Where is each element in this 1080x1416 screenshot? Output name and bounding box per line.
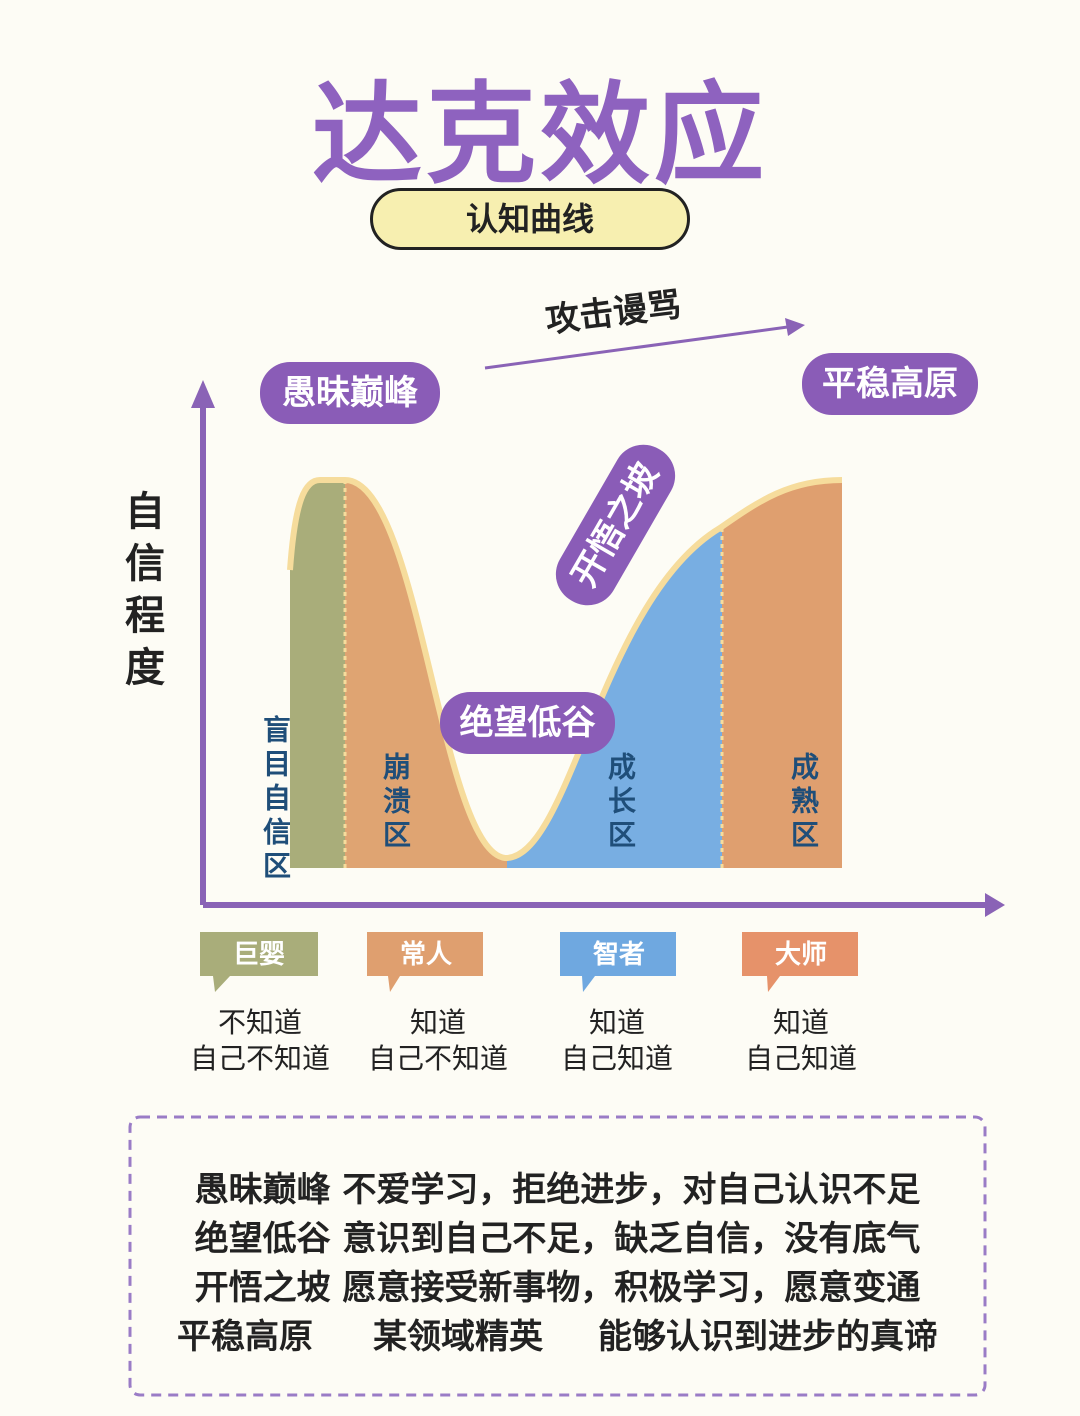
role-desc: 知道 自己知道 [701,1005,901,1077]
axes [200,395,1000,908]
role-desc: 不知道 自己不知道 [160,1005,360,1077]
y-axis-label: 自信程度 [118,490,164,698]
zone-label: 盲目自信区 [259,715,292,885]
zone-label: 成长区 [604,752,637,854]
note-row: 平稳高原 某领域精英 能够认识到进步的真谛 [130,1309,985,1358]
desc-line: 知道 [409,1006,466,1039]
note-term: 开悟之坡 [194,1268,331,1308]
role-tag: 智者 [592,940,645,970]
note-text: 意识到自己不足，缺乏自信，没有底气 [342,1219,921,1259]
arrow-head [785,318,805,336]
zone-fill [290,480,345,868]
role-desc: 知道 自己不知道 [338,1005,538,1077]
desc-line: 自己不知道 [189,1042,330,1075]
arrow-line [484,324,796,370]
zone-fill [722,480,842,868]
note-row: 愚昧巅峰 不爱学习，拒绝进步，对自己认识不足 [130,1162,985,1211]
tag-shape [367,932,483,992]
tag-shape [200,932,318,992]
curve [287,477,843,862]
axis-arrow [985,893,1005,917]
subtitle: 认知曲线 [370,188,690,250]
stage-label: 平稳高原 [802,353,978,415]
note-text: 愿意接受新事物，积极学习，愿意变通 [342,1268,921,1308]
title: 达克效应 [312,71,768,199]
note-term: 平稳高原 [177,1317,313,1357]
desc-line: 自己知道 [560,1042,673,1075]
stage-label: 愚昧巅峰 [260,362,440,424]
role-tag: 大师 [774,940,827,970]
role-tag: 常人 [399,940,452,970]
note-term: 愚昧巅峰 [194,1170,331,1210]
note-text: 能够认识到进步的真谛 [598,1317,938,1357]
stage-label: 绝望低谷 [440,692,615,754]
notes-box [128,1115,987,1397]
desc-line: 自己知道 [744,1042,857,1075]
role-desc: 知道 自己知道 [517,1005,717,1077]
zone-fill [345,480,507,868]
curve-fill [290,480,842,868]
tag-shape [560,932,676,992]
note-row: 绝望低谷 意识到自己不足，缺乏自信，没有底气 [130,1211,985,1260]
zone-label: 崩溃区 [379,752,412,854]
note-text: 不爱学习，拒绝进步，对自己认识不足 [342,1170,921,1210]
zone-label: 成熟区 [787,752,820,854]
role-tag: 巨婴 [232,940,285,970]
axis-arrow [191,380,215,408]
desc-line: 自己不知道 [367,1042,508,1075]
note-text: 某领域精英 [373,1317,543,1357]
tag-shape [742,932,858,992]
note-term: 绝望低谷 [194,1219,331,1259]
note-row: 开悟之坡 愿意接受新事物，积极学习，愿意变通 [130,1260,985,1309]
desc-line: 知道 [772,1006,829,1039]
desc-line: 知道 [588,1006,645,1039]
desc-line: 不知道 [217,1006,302,1039]
